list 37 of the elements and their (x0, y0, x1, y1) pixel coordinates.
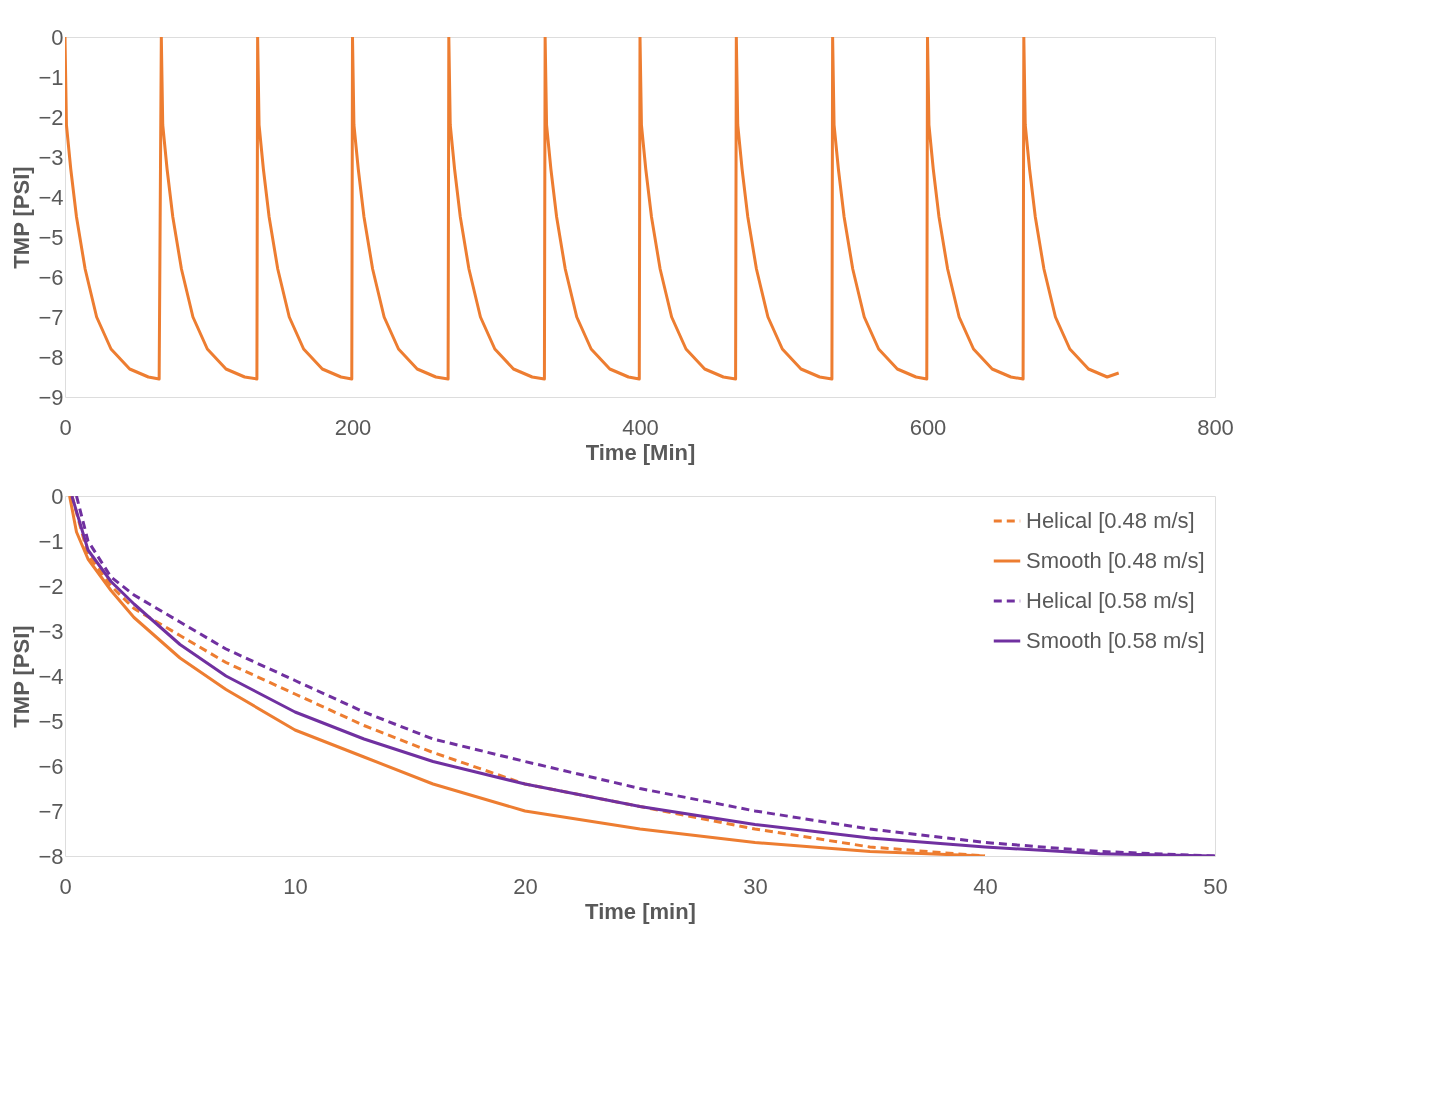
y-tick-label: −5 (38, 224, 64, 250)
y-tick-label: −8 (38, 344, 64, 370)
y-tick-label: 0 (51, 483, 64, 509)
y-tick-label: −8 (38, 843, 64, 869)
y-tick-label: −4 (38, 184, 64, 210)
y-tick-label: −2 (38, 573, 64, 599)
legend-label: Smooth [0.48 m/s] (1026, 548, 1205, 573)
x-tick-label: 10 (283, 873, 308, 899)
x-tick-label: 20 (513, 873, 538, 899)
y-tick-label: −4 (38, 663, 64, 689)
y-tick-label: −5 (38, 708, 64, 734)
y-tick-label: −7 (38, 798, 64, 824)
y-tick-label: −3 (38, 618, 64, 644)
x-tick-label: 40 (973, 873, 998, 899)
x-tick-label: 30 (743, 873, 768, 899)
legend-label: Helical [0.58 m/s] (1026, 588, 1195, 613)
line-series (65, 37, 1121, 381)
x-tick-label: 400 (622, 414, 659, 440)
x-tick-label: 200 (334, 414, 372, 440)
y-tick-label: 0 (51, 24, 64, 50)
legend-label: Helical [0.48 m/s] (1026, 508, 1195, 533)
x-axis-title: Time [min] (585, 898, 696, 924)
x-tick-label: 50 (1203, 873, 1228, 899)
y-tick-label: −2 (38, 104, 64, 130)
y-tick-label: −7 (38, 304, 64, 330)
y-axis-title: TMP [PSI] (9, 166, 35, 269)
y-tick-label: −9 (38, 384, 64, 410)
y-tick-label: −1 (38, 64, 64, 90)
y-axis-title: TMP [PSI] (9, 625, 35, 728)
x-axis-title: Time [Min] (585, 439, 696, 465)
y-tick-label: −6 (38, 753, 64, 779)
x-tick-label: 800 (1197, 414, 1234, 440)
legend-label: Smooth [0.58 m/s] (1026, 628, 1205, 653)
x-tick-label: 600 (909, 414, 947, 440)
y-tick-label: −6 (38, 264, 64, 290)
y-tick-label: −1 (38, 528, 64, 554)
y-tick-label: −3 (38, 144, 64, 170)
